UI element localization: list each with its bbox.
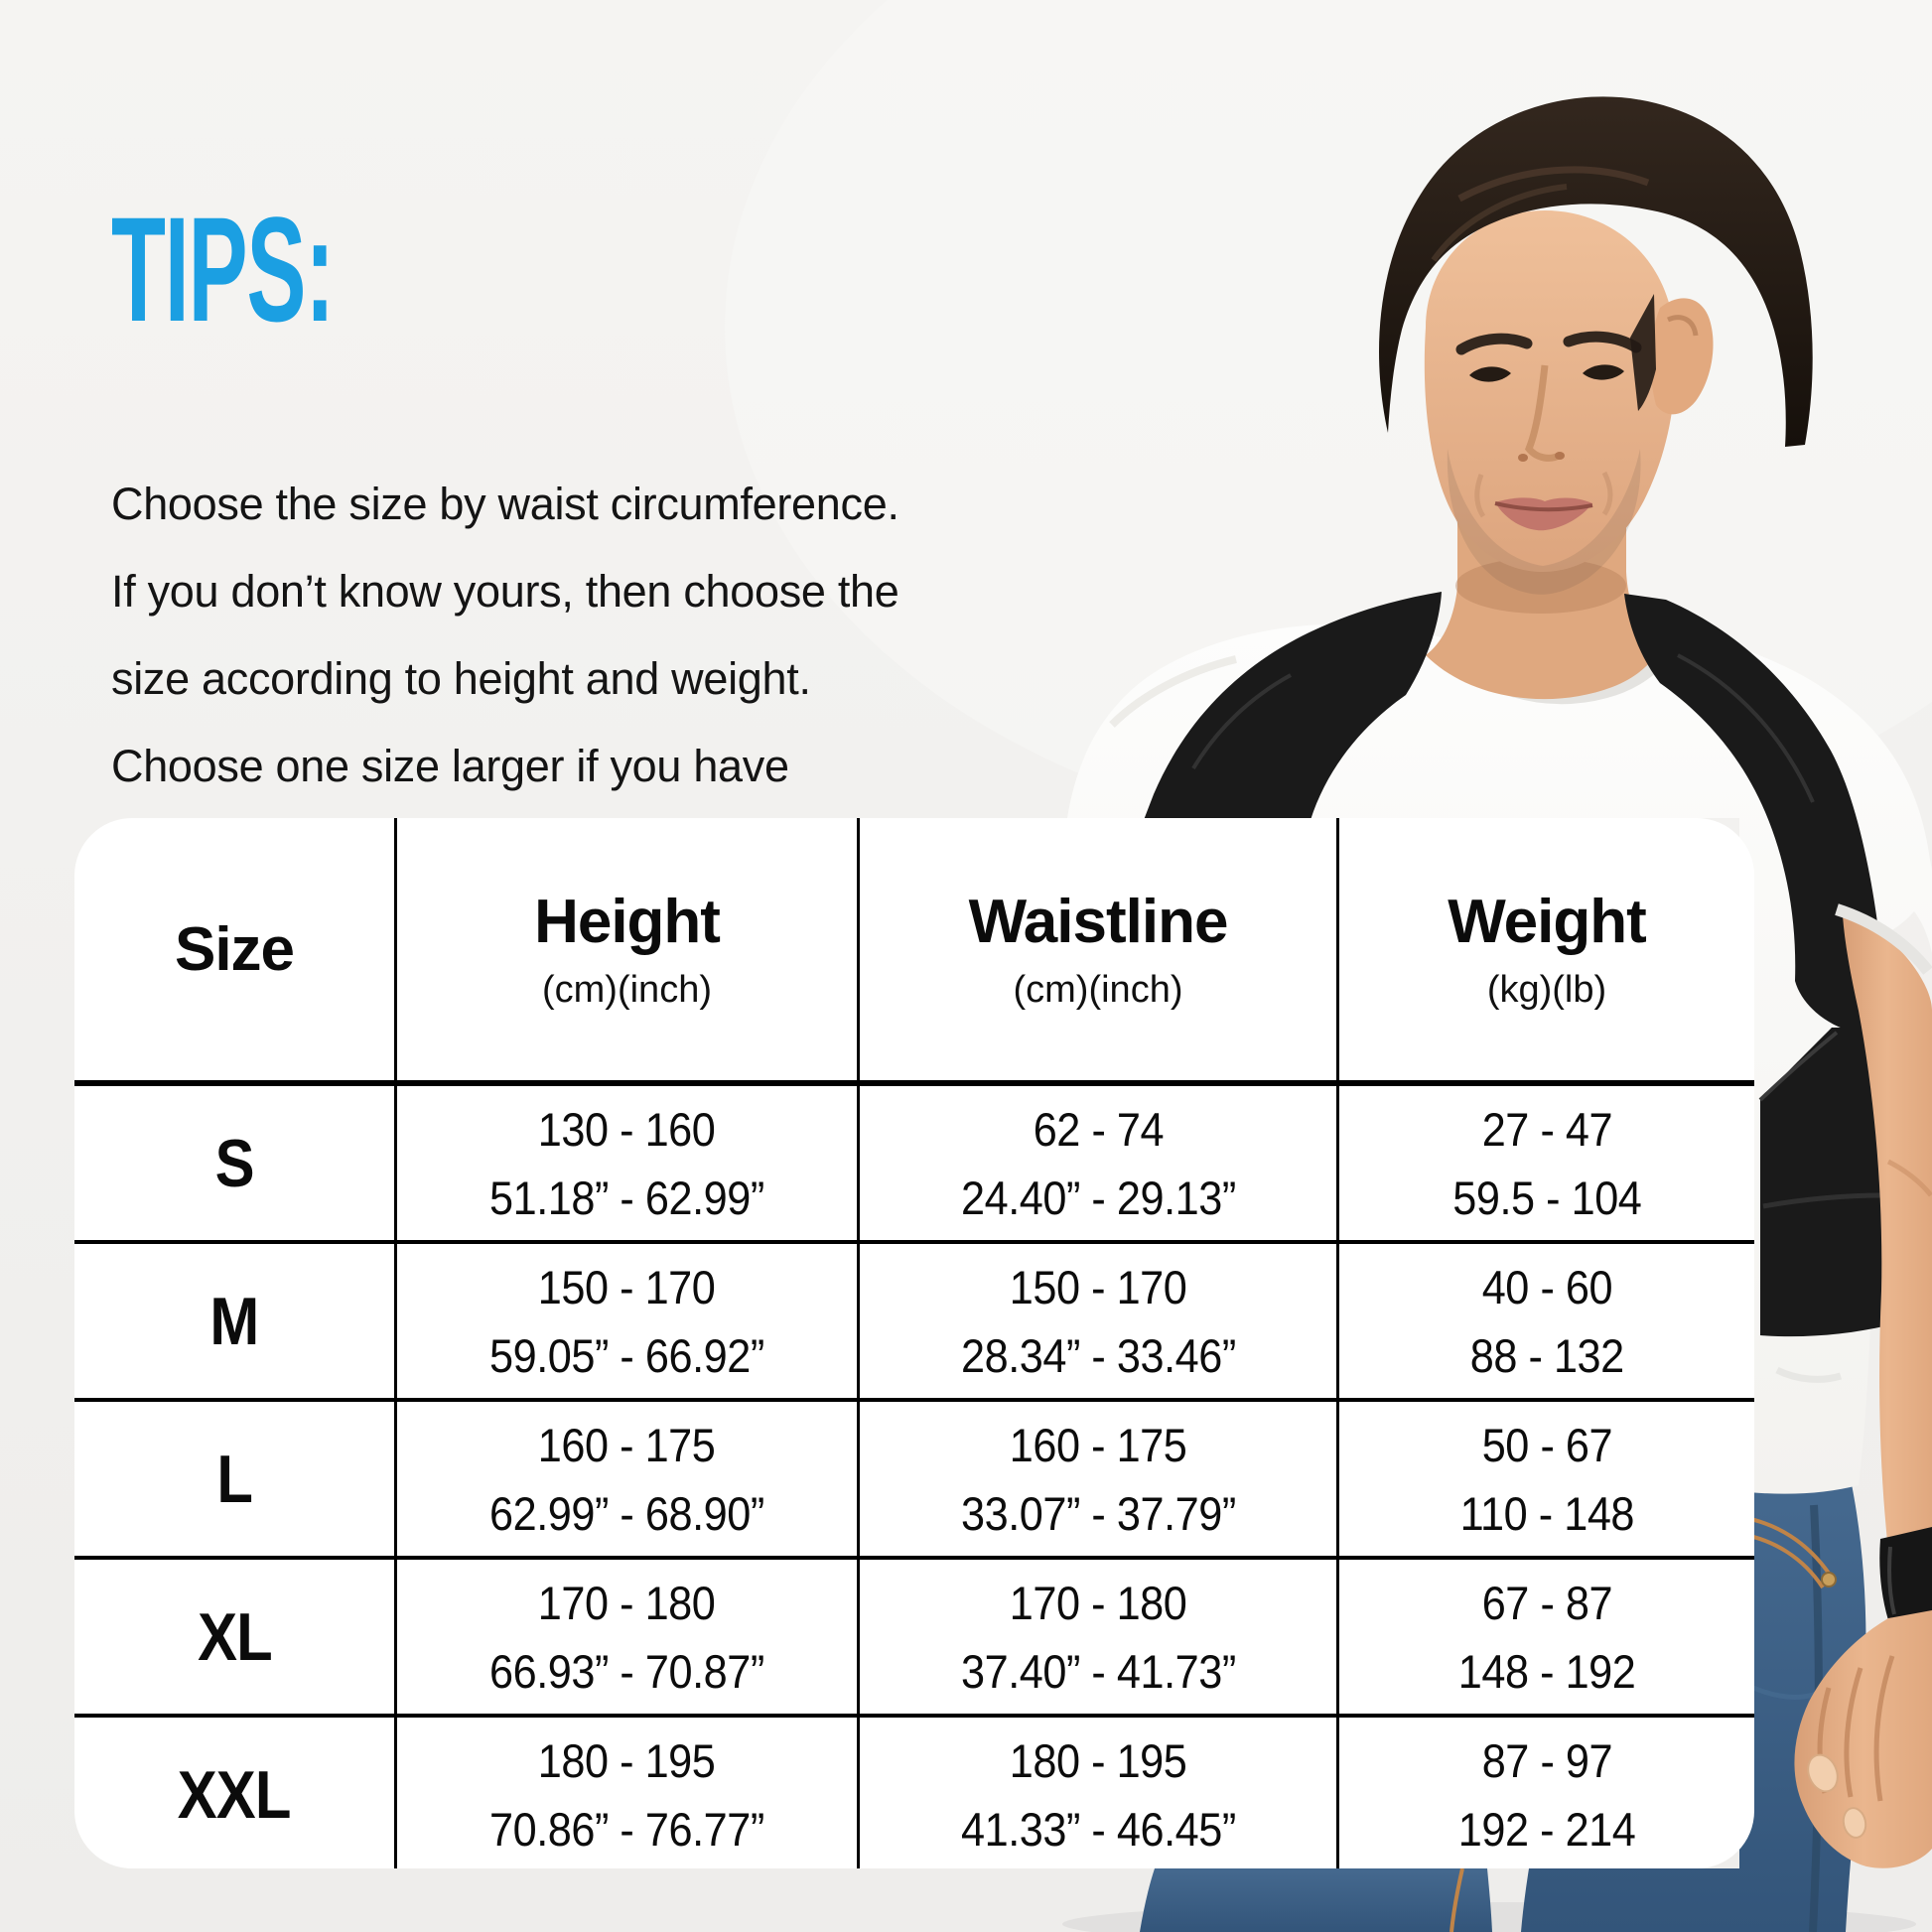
weight-cell: 50 - 67 110 - 148 [1459, 1418, 1634, 1540]
waistline-cell: 150 - 170 28.34” - 33.46” [860, 1244, 1339, 1398]
weight-cell: 67 - 87 148 - 192 [1457, 1576, 1636, 1698]
fingernail [1807, 1753, 1839, 1793]
waistline-cell: 62 - 74 24.40” - 29.13” [860, 1086, 1339, 1240]
neck [1426, 504, 1662, 700]
column-header-weight: Weight (kg)(lb) [1448, 888, 1646, 1011]
model-figure [1067, 96, 1932, 1932]
size-cell: S [74, 1086, 397, 1240]
waistline-cell: 160 - 175 33.07” - 37.79” [860, 1402, 1339, 1556]
nose [1524, 364, 1563, 462]
height-cell: 180 - 195 70.86” - 76.77” [397, 1718, 860, 1868]
column-header-size: Size [74, 818, 397, 1080]
waistline-cell: 170 - 180 37.40” - 41.73” [860, 1560, 1339, 1714]
jeans-rivet [1821, 1572, 1837, 1587]
sideburn [1630, 294, 1656, 411]
face [1424, 210, 1676, 595]
brace-side-band [1760, 1028, 1888, 1337]
ear [1650, 298, 1714, 415]
height-cell: 130 - 160 51.18” - 62.99” [397, 1086, 860, 1240]
size-chart-header-row: Size Height (cm)(inch) Waistline (cm)(in… [74, 818, 1754, 1080]
weight-cell: 87 - 97 192 - 214 [1457, 1733, 1636, 1856]
tips-line: If you don’t know yours, then choose the [111, 566, 899, 617]
hair [1379, 96, 1813, 447]
size-chart-card: Size Height (cm)(inch) Waistline (cm)(in… [74, 818, 1754, 1868]
right-eye [1583, 364, 1624, 380]
tips-heading: TIPS: [111, 186, 335, 352]
tips-line: Choose the size by waist circumference. [111, 479, 899, 529]
waistline-cell: 180 - 195 41.33” - 46.45” [860, 1718, 1339, 1868]
brace-strap-right [1624, 594, 1886, 1034]
elbow-crease [1886, 1159, 1932, 1197]
column-header-waistline: Waistline (cm)(inch) [860, 818, 1339, 1080]
chin-shadow [1455, 558, 1626, 614]
weight-cell: 40 - 60 88 - 132 [1469, 1260, 1624, 1382]
arm [1794, 903, 1932, 1868]
size-row-xxl: XXL 180 - 195 70.86” - 76.77” 180 - 195 41… [74, 1714, 1754, 1868]
height-cell: 160 - 175 62.99” - 68.90” [397, 1402, 860, 1556]
size-cell: L [74, 1402, 397, 1556]
hand [1794, 1610, 1932, 1868]
right-eyebrow [1563, 331, 1642, 353]
size-row-xl: XL 170 - 180 66.93” - 70.87” 170 - 180 37.… [74, 1556, 1754, 1714]
left-eye [1469, 366, 1511, 382]
posture-brace [1144, 592, 1888, 1337]
brace-strap-left [1144, 592, 1442, 820]
height-cell: 150 - 170 59.05” - 66.92” [397, 1244, 860, 1398]
height-cell: 170 - 180 66.93” - 70.87” [397, 1560, 860, 1714]
size-row-m: M 150 - 170 59.05” - 66.92” 150 - 170 28.3… [74, 1240, 1754, 1398]
sleeve-hem [1835, 903, 1932, 975]
size-row-s: S 130 - 160 51.18” - 62.99” 62 - 74 24.40”… [74, 1080, 1754, 1240]
size-cell: XL [74, 1560, 397, 1714]
tips-line: size according to height and weight. [111, 653, 811, 704]
size-row-l: L 160 - 175 62.99” - 68.90” 160 - 175 33.0… [74, 1398, 1754, 1556]
tips-section: TIPS: Choose the size by waist circumfer… [111, 195, 1005, 897]
stubble-shading [1447, 449, 1641, 595]
tips-line: Choose one size larger if you have [111, 741, 789, 791]
size-cell: XXL [74, 1718, 397, 1868]
size-cell: M [74, 1244, 397, 1398]
left-eyebrow [1455, 333, 1533, 355]
column-header-height: Height (cm)(inch) [397, 818, 860, 1080]
weight-cell: 27 - 47 59.5 - 104 [1451, 1102, 1642, 1224]
